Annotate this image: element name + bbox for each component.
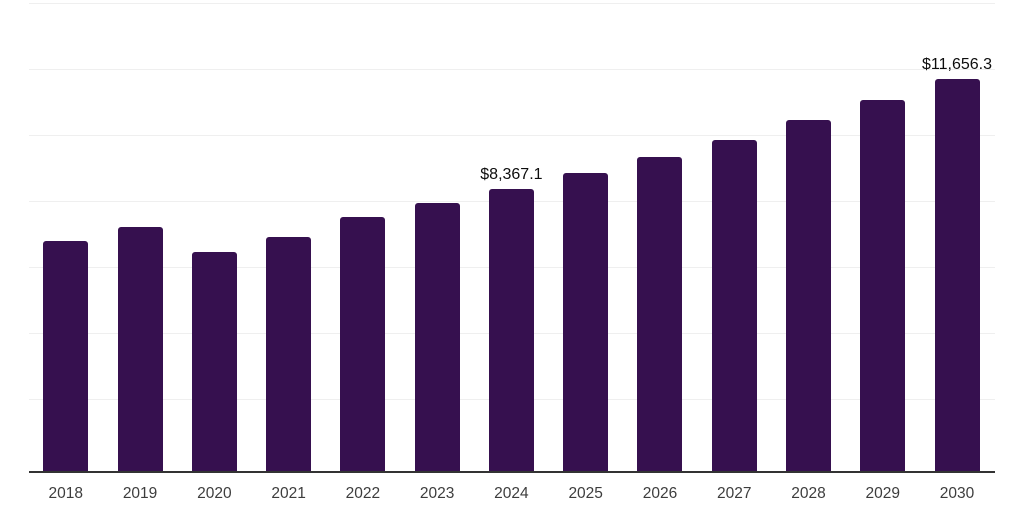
bar-2020: [191, 252, 237, 472]
x-tick-label-2022: 2022: [345, 485, 381, 502]
bar-2021: [266, 236, 312, 472]
x-tick-label-2024: 2024: [494, 485, 529, 502]
x-axis-line: [29, 471, 995, 473]
x-tick-label-2030: 2030: [939, 485, 975, 502]
bar-2027: [711, 140, 757, 472]
x-tick-label-2028: 2028: [791, 485, 826, 502]
x-tick-label-2019: 2019: [122, 485, 158, 502]
x-tick-label-2025: 2025: [568, 485, 603, 502]
bar-2029: [860, 99, 906, 472]
bar-2030: [934, 78, 980, 472]
bar-2026: [637, 156, 683, 472]
x-tick-label-2020: 2020: [197, 485, 232, 502]
gridline: [29, 135, 995, 136]
x-tick-label-2018: 2018: [48, 485, 84, 502]
gridline: [29, 69, 995, 70]
bar-value-label-2024: $8,367.1: [480, 166, 543, 184]
x-tick-label-2023: 2023: [419, 485, 455, 502]
bar-2023: [414, 203, 460, 472]
bar-2019: [117, 226, 163, 472]
bar-2025: [563, 173, 609, 472]
bar-value-label-2030: $11,656.3: [922, 55, 993, 73]
x-tick-label-2026: 2026: [642, 485, 678, 502]
bar-2028: [786, 119, 831, 472]
bar-2024: [488, 189, 534, 472]
bar-2022: [340, 217, 386, 472]
bar-2018: [43, 240, 89, 472]
gridline: [29, 3, 995, 4]
x-tick-label-2029: 2029: [865, 485, 900, 502]
x-tick-label-2021: 2021: [271, 485, 306, 502]
x-tick-label-2027: 2027: [716, 485, 752, 502]
